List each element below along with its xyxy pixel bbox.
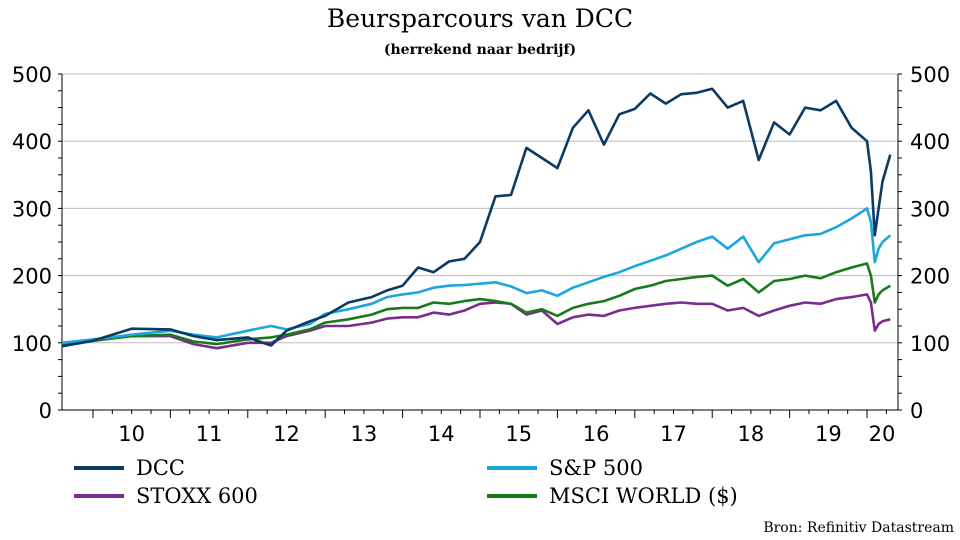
legend-label: DCC [136,456,185,480]
legend-item: MSCI WORLD ($) [487,484,738,508]
legend-swatch [487,494,537,498]
series-line-dcc [61,87,892,348]
series-lines [61,87,892,350]
x-tick-label: 11 [196,422,223,446]
axes: 0 0 100 100 200 200 300 300 400 400 500 500 10 11 12 13… [12,63,950,446]
y-tick-label-right: 500 [910,63,950,87]
legend-swatch [74,494,124,498]
x-tick-label: 17 [660,422,687,446]
series-line-stoxx-600 [61,293,891,350]
y-tick-label-right: 200 [910,265,950,289]
y-tick-label-left: 500 [12,63,52,87]
x-tick-label: 18 [738,422,765,446]
y-tick-label-right: 300 [910,197,950,221]
x-tick-label: 15 [505,422,532,446]
legend-label: STOXX 600 [136,484,258,508]
x-tick-label: 10 [118,422,145,446]
y-tick-label-left: 100 [12,332,52,356]
source-note: Bron: Refinitiv Datastream [763,520,954,536]
x-tick-label: 13 [351,422,378,446]
y-tick-label-left: 300 [12,197,52,221]
gridlines [62,73,898,344]
legend-swatch [74,466,124,470]
legend-item: STOXX 600 [74,484,258,508]
y-tick-label-left: 400 [12,130,52,154]
x-tick-label: 12 [273,422,300,446]
y-tick-label-right: 400 [910,130,950,154]
legend-swatch [487,466,537,470]
y-tick-label-right: 100 [910,332,950,356]
x-tick-label: 19 [815,422,842,446]
x-tick-label: 16 [583,422,610,446]
chart-subtitle: (herrekend naar bedrijf) [383,42,577,58]
legend-label: S&P 500 [549,456,643,480]
chart-title: Beursparcours van DCC [326,4,634,33]
series-line-msci-world [61,262,891,347]
legend-item: DCC [74,456,185,480]
y-tick-label-left: 0 [39,399,52,423]
x-tick-label: 20 [869,422,896,446]
y-tick-label-left: 200 [12,265,52,289]
x-tick-label: 14 [428,422,455,446]
legend-label: MSCI WORLD ($) [549,484,738,508]
legend-item: S&P 500 [487,456,643,480]
y-tick-label-right: 0 [910,399,923,423]
